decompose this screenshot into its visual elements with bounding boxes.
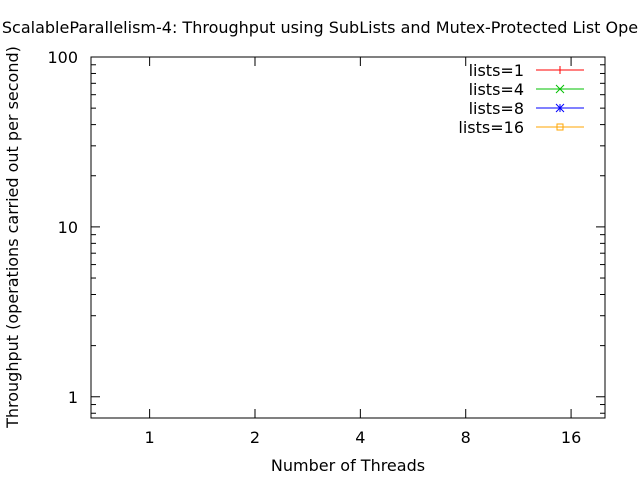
chart-title: ScalableParallelism-4: Throughput using … (2, 18, 638, 37)
y-axis: 1 10 100 (47, 48, 605, 414)
y-tick-label: 1 (68, 388, 78, 407)
x-tick-label: 2 (250, 428, 260, 447)
legend-entry: lists=4 (469, 80, 584, 99)
x-tick-label: 4 (355, 428, 365, 447)
x-axis-label: Number of Threads (271, 456, 425, 475)
y-tick-label: 100 (47, 48, 78, 67)
x-tick-label: 8 (461, 428, 471, 447)
legend-entry: lists=1 (469, 61, 584, 80)
legend-marker-star (555, 103, 565, 113)
legend-label: lists=1 (469, 61, 524, 80)
legend-label: lists=4 (469, 80, 524, 99)
legend-marker-square (556, 123, 564, 131)
legend-entry: lists=16 (458, 118, 584, 137)
plot-frame (90, 56, 606, 419)
x-tick-label: 1 (145, 428, 155, 447)
y-tick-label: 10 (58, 218, 78, 237)
legend-label: lists=8 (469, 99, 524, 118)
x-axis: 1 2 4 8 16 (145, 57, 581, 447)
legend-entry: lists=8 (469, 99, 584, 118)
y-axis-label: Throughput (operations carried out per s… (3, 46, 22, 429)
x-tick-label: 16 (561, 428, 581, 447)
legend-label: lists=16 (458, 118, 524, 137)
legend-marker-plus (556, 66, 564, 74)
legend-marker-cross (555, 84, 565, 94)
